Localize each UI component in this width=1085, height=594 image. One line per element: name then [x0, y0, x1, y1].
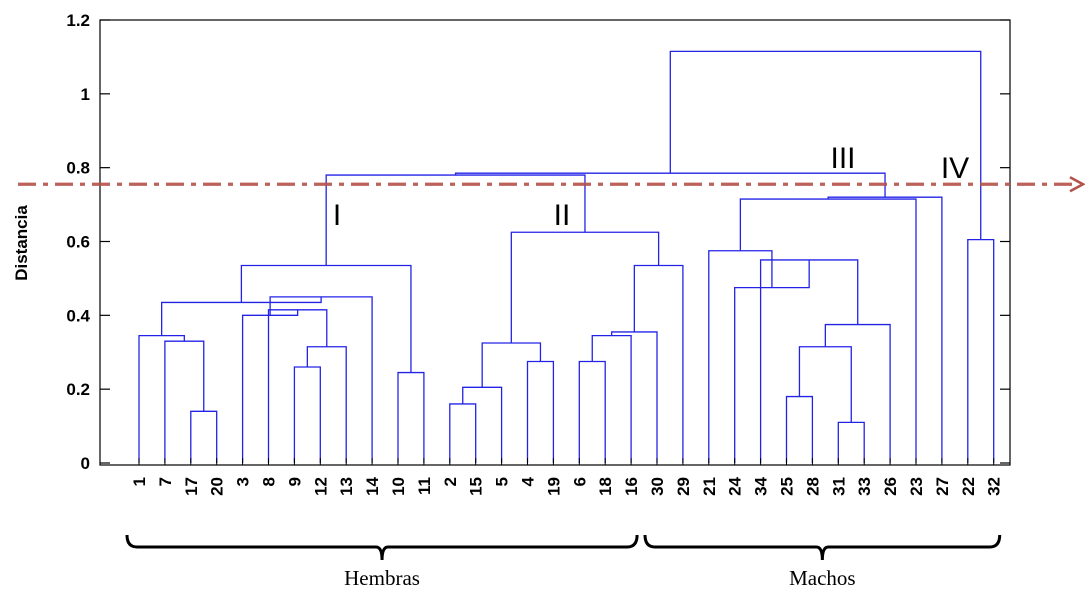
leaf-label: 29	[674, 477, 693, 496]
leaf-label: 10	[389, 477, 408, 496]
dendrogram-link	[827, 196, 943, 463]
leaf-label: 34	[752, 476, 771, 495]
leaf-label: 26	[881, 477, 900, 496]
cluster-label: I	[333, 199, 341, 232]
dendrogram-link	[591, 334, 632, 463]
dendrogram-link	[526, 360, 555, 463]
dendrogram-link	[669, 50, 982, 240]
leaf-label: 1	[130, 477, 149, 486]
y-tick-label: 0.6	[66, 233, 90, 252]
leaf-label: 13	[337, 477, 356, 496]
cluster-label: II	[554, 199, 571, 232]
dendrogram-link	[269, 296, 373, 463]
leaf-label: 3	[234, 477, 253, 486]
dendrogram-link	[481, 342, 542, 388]
cluster-label: III	[830, 142, 855, 175]
dendrogram-link	[785, 395, 814, 463]
leaf-label: 6	[570, 477, 589, 486]
leaf-label: 15	[467, 477, 486, 496]
leaf-labels: 1 7 17 20 3 8 9 12 13 14 10 11 2 15 5 4 19 6 18 16 30 29 21 24 3…	[130, 458, 1004, 496]
dendrogram-link	[164, 340, 205, 463]
dendrogram-link	[138, 334, 185, 463]
dendrogram-link	[734, 259, 810, 463]
dendrogram-link	[397, 371, 425, 463]
leaf-label: 18	[596, 477, 615, 496]
leaf-label: 27	[933, 477, 952, 496]
dendrogram-link	[190, 410, 218, 463]
dendrogram-link	[449, 403, 477, 463]
y-axis-ticks: 0 0.2 0.4 0.6 0.8 1 1.2	[66, 11, 1010, 473]
dendrogram-link	[240, 264, 412, 373]
axes	[99, 19, 1011, 466]
leaf-label: 17	[182, 477, 201, 496]
dendrogram-link	[633, 264, 684, 463]
leaf-label: 33	[855, 477, 874, 496]
dendrogram-link	[267, 309, 328, 463]
leaf-label: 20	[208, 477, 227, 496]
dendrogram-link	[739, 198, 917, 463]
dendrogram-link	[510, 231, 660, 344]
dendrogram-link	[837, 421, 865, 463]
leaf-label: 24	[726, 476, 745, 495]
leaf-label: 30	[648, 477, 667, 496]
leaf-label: 12	[311, 477, 330, 496]
leaf-label: 5	[493, 477, 512, 486]
leaf-label: 14	[363, 476, 382, 495]
group-brackets: Hembras Machos	[125, 534, 1002, 590]
leaf-label: 16	[622, 477, 641, 496]
dendrogram-link	[306, 346, 347, 463]
leaf-label: 7	[156, 477, 175, 486]
leaf-label: 28	[803, 477, 822, 496]
leaf-label: 11	[415, 477, 434, 495]
dendrogram-link	[161, 296, 322, 336]
y-tick-label: 0.4	[66, 306, 90, 325]
group-bracket	[125, 534, 639, 561]
cut-line	[18, 176, 1085, 193]
leaf-label: 23	[907, 477, 926, 496]
y-axis-label: Distancia	[12, 205, 31, 281]
y-tick-label: 1	[81, 85, 90, 104]
dendrogram-link	[611, 331, 658, 463]
y-tick-label: 0.2	[66, 380, 90, 399]
plot-frame	[99, 19, 1011, 466]
leaf-label: 9	[285, 477, 304, 486]
leaf-label: 31	[829, 477, 848, 496]
dendrogram-tree	[138, 50, 995, 463]
leaf-label: 8	[260, 477, 279, 486]
dendrogram-link	[241, 309, 299, 463]
dendrogram-link	[798, 346, 852, 423]
dendrogram-link	[967, 239, 995, 463]
dendrogram-link	[293, 366, 321, 463]
leaf-label: 22	[959, 477, 978, 496]
leaf-label: 4	[519, 476, 538, 486]
group-label: Machos	[789, 566, 856, 590]
leaf-label: 2	[441, 477, 460, 486]
y-tick-label: 0.8	[66, 159, 90, 178]
y-tick-label: 0	[81, 454, 90, 473]
leaf-label: 21	[700, 477, 719, 496]
y-tick-label: 1.2	[66, 11, 90, 30]
dendrogram-link	[708, 250, 773, 463]
leaf-label: 25	[778, 477, 797, 496]
dendrogram-link	[462, 386, 503, 463]
cut-line-arrowhead	[1069, 176, 1085, 193]
group-label: Hembras	[344, 566, 420, 590]
cluster-label: IV	[941, 152, 969, 185]
leaf-label: 19	[544, 477, 563, 496]
group-bracket	[643, 534, 1002, 561]
dendrogram-link	[759, 259, 859, 463]
dendrogram-link	[824, 323, 891, 463]
dendrogram-link	[578, 360, 606, 463]
leaf-label: 32	[985, 477, 1004, 496]
dendrogram-link	[325, 174, 586, 266]
